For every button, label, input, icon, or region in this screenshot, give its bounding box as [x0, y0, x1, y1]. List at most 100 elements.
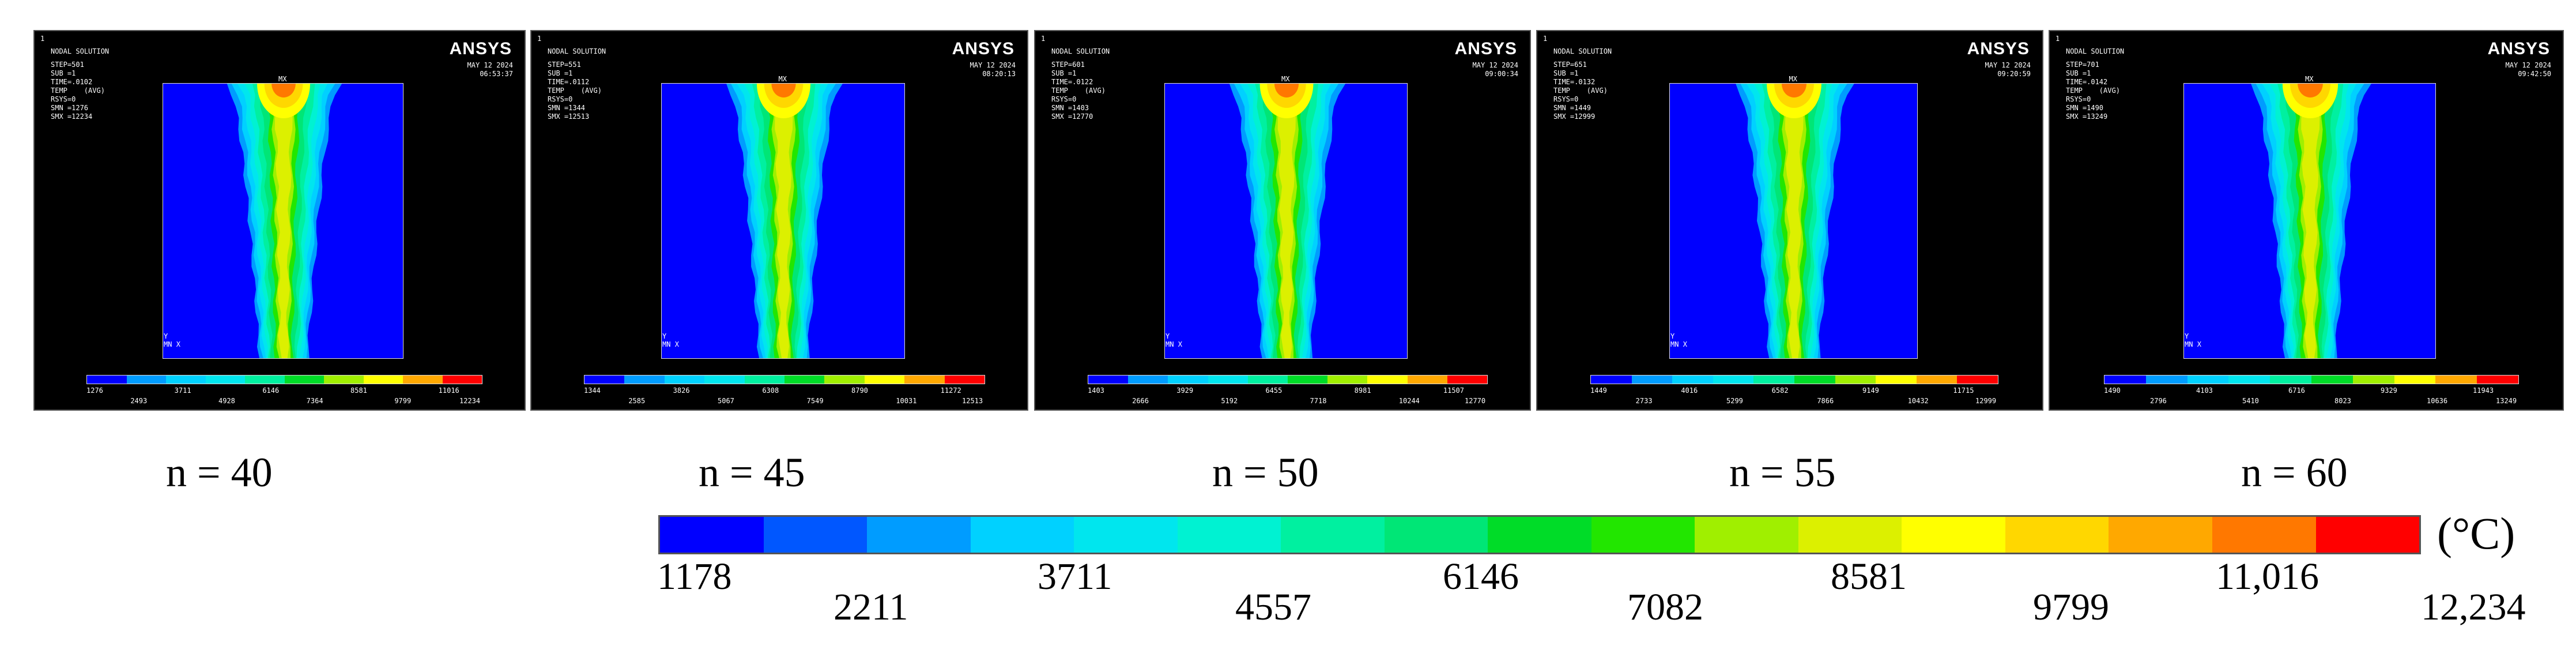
y-axis-label: Y [164, 332, 168, 340]
panel-colorbar-values: 1344 2585 3826 5067 6308 7549 8790 10031 11272 12… [584, 386, 985, 407]
colorbar-value: 5299 [1726, 397, 1743, 405]
mn-marker: MN [1166, 340, 1174, 348]
header-title: NODAL SOLUTION [548, 47, 606, 55]
hot-spot [771, 84, 796, 97]
colorbar-swatch [2477, 376, 2518, 384]
temperature-contour-plot [2183, 83, 2436, 359]
colorbar-swatch [1876, 376, 1917, 384]
panel-colorbar [1088, 375, 1488, 384]
legend-tick: 11,016 [2216, 555, 2319, 598]
colorbar-value: 5410 [2242, 397, 2259, 405]
colorbar-swatch [1753, 376, 1794, 384]
colorbar-swatch [245, 376, 285, 384]
colorbar-value: 7866 [1817, 397, 1834, 405]
header-time: TIME=.0122 [1051, 78, 1093, 86]
timestamp: MAY 12 2024 08:20:13 [970, 61, 1016, 78]
colorbar-swatch [867, 517, 971, 553]
colorbar-swatch [2145, 376, 2187, 384]
panel-colorbar-values: 1276 2493 3711 4928 6146 7364 8581 9799 11016 122… [86, 386, 482, 407]
colorbar-value: 1276 [86, 386, 103, 395]
header-sub: SUB =1 [2066, 69, 2091, 77]
max-marker: MX [1789, 75, 1797, 83]
window-index: 1 [2055, 35, 2060, 43]
axis-triad: Y MN X [662, 332, 679, 348]
colorbar-swatch [1288, 376, 1328, 384]
colorbar-swatch [1672, 376, 1713, 384]
temperature-contour-plot [1164, 83, 1408, 359]
header-smn: SMN =1449 [1553, 104, 1591, 112]
colorbar-swatch [1631, 376, 1673, 384]
colorbar-swatch [864, 376, 905, 384]
colorbar-swatch [2228, 376, 2270, 384]
colorbar-value: 12770 [1465, 397, 1486, 405]
colorbar-value: 12513 [962, 397, 983, 405]
panel-colorbar [584, 375, 985, 384]
y-axis-label: Y [2185, 332, 2189, 340]
colorbar-value: 8981 [1354, 386, 1371, 395]
colorbar-swatch [1798, 517, 1902, 553]
header-sub: SUB =1 [51, 69, 76, 77]
temperature-colorbar [658, 515, 2421, 554]
colorbar-swatch [785, 376, 825, 384]
colorbar-swatch [126, 376, 166, 384]
clock-text: 09:42:50 [2518, 70, 2551, 78]
panel-colorbar [86, 375, 482, 384]
colorbar-swatch [2270, 376, 2311, 384]
axis-triad: Y MN X [164, 332, 180, 348]
colorbar-swatch [584, 376, 625, 384]
solution-header: NODAL SOLUTION STEP=701 SUB =1 TIME=.0142 TE… [2066, 47, 2124, 121]
axis-triad: Y MN X [2185, 332, 2201, 348]
legend-tick: 2211 [833, 586, 908, 628]
n-label-50: n = 50 [1212, 449, 1319, 495]
colorbar-value: 10432 [1907, 397, 1929, 405]
mn-marker: MN [164, 340, 172, 348]
clock-text: 08:20:13 [982, 70, 1016, 78]
axis-triad: Y MN X [1166, 332, 1182, 348]
header-rsys: RSYS=0 [548, 95, 573, 103]
panel-colorbar [2104, 375, 2519, 384]
colorbar-value: 13249 [2496, 397, 2517, 405]
colorbar-swatch [1088, 376, 1129, 384]
colorbar-swatch [664, 376, 705, 384]
colorbar-value: 10244 [1398, 397, 1420, 405]
x-axis-label: X [1683, 340, 1687, 348]
ansys-panel: 1 NODAL SOLUTION STEP=601 SUB =1 TIME=.0122 T… [1034, 30, 1531, 411]
colorbar-value: 11715 [1953, 386, 1974, 395]
colorbar-swatch [1902, 517, 2005, 553]
contour-band [1275, 84, 1296, 358]
colorbar-swatch [1384, 517, 1488, 553]
ansys-panel: 1 NODAL SOLUTION STEP=551 SUB =1 TIME=.0112 T… [530, 30, 1028, 411]
colorbar-swatch [2311, 376, 2353, 384]
header-temp: TEMP (AVG) [51, 87, 105, 95]
header-step: STEP=651 [1553, 61, 1587, 69]
timestamp: MAY 12 2024 09:42:50 [2506, 61, 2551, 78]
legend-tick: 7082 [1627, 586, 1703, 628]
colorbar-value: 2733 [1635, 397, 1653, 405]
header-smx: SMX =13249 [2066, 112, 2108, 121]
colorbar-value: 4103 [2196, 386, 2213, 395]
header-sub: SUB =1 [548, 69, 573, 77]
temperature-contour-plot [661, 83, 905, 359]
colorbar-swatch [1327, 376, 1368, 384]
panel-colorbar-values: 1449 2733 4016 5299 6582 7866 9149 10432 11715 12… [1590, 386, 1998, 407]
colorbar-value: 1344 [584, 386, 601, 395]
colorbar-swatch [1916, 376, 1958, 384]
contour-field [726, 84, 843, 358]
y-axis-label: Y [1670, 332, 1675, 340]
mn-marker: MN [1670, 340, 1679, 348]
mn-marker: MN [2185, 340, 2193, 348]
colorbar-value: 11016 [438, 386, 459, 395]
colorbar-swatch [744, 376, 785, 384]
colorbar-swatch [1367, 376, 1408, 384]
solution-header: NODAL SOLUTION STEP=551 SUB =1 TIME=.0112 TE… [548, 47, 606, 121]
colorbar-swatch [1713, 376, 1754, 384]
colorbar-value: 6716 [2288, 386, 2305, 395]
colorbar-value: 3711 [174, 386, 191, 395]
colorbar-swatch [763, 517, 868, 553]
temperature-contour-plot [1669, 83, 1918, 359]
colorbar-swatch [1177, 517, 1281, 553]
hot-spot [271, 84, 296, 97]
x-axis-label: X [176, 340, 180, 348]
colorbar-value: 1449 [1590, 386, 1607, 395]
n-label-45: n = 45 [699, 449, 805, 495]
